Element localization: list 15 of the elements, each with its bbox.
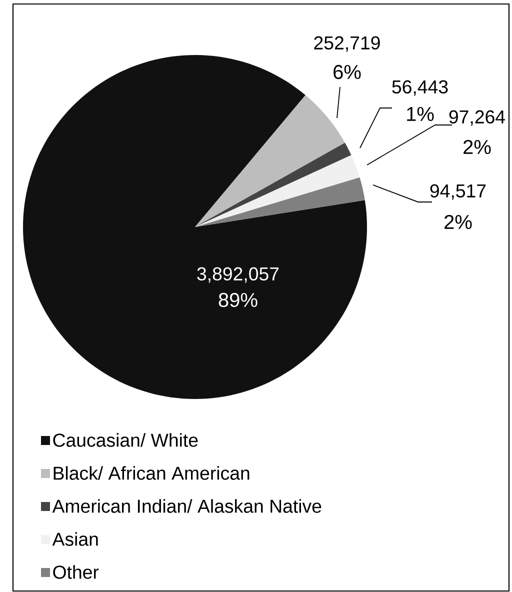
legend-label: Caucasian/ White (53, 433, 198, 447)
text: 89% (218, 292, 258, 308)
text: 2% (464, 140, 491, 154)
text: 1% (407, 107, 434, 121)
text: 2% (444, 214, 472, 230)
legend-label: Other (53, 565, 99, 579)
data-label: 97,264 (449, 110, 505, 126)
data-label: 252,719 (314, 36, 380, 52)
text: 6% (334, 64, 361, 80)
legend-label: Asian (52, 532, 98, 546)
data-label: 3,892,057 (197, 267, 279, 283)
data-label: 94,517 (430, 184, 486, 200)
legend-label: Black/ African American (54, 466, 250, 480)
legend-label: American Indian/ Alaskan Native (52, 499, 322, 513)
data-label: 56,443 (392, 80, 448, 96)
